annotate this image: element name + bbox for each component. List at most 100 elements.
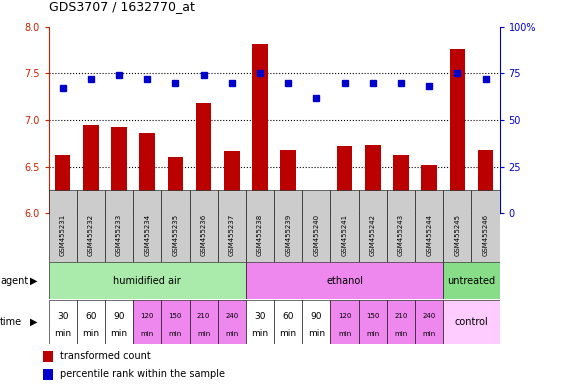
Bar	[196, 103, 211, 213]
Text: GSM455232: GSM455232	[88, 214, 94, 256]
Text: min: min	[110, 329, 127, 338]
Bar	[83, 125, 99, 213]
Text: GSM455242: GSM455242	[370, 214, 376, 256]
Bar	[55, 156, 70, 213]
Text: min: min	[308, 329, 325, 338]
Text: min: min	[197, 331, 210, 337]
Text: 150: 150	[168, 313, 182, 319]
Bar	[359, 190, 387, 262]
Text: GSM455236: GSM455236	[200, 214, 207, 256]
Bar	[49, 262, 246, 299]
Bar	[331, 300, 359, 344]
Bar	[472, 190, 500, 262]
Text: 120: 120	[338, 313, 351, 319]
Text: GSM455237: GSM455237	[229, 214, 235, 256]
Bar	[111, 126, 127, 213]
Bar	[218, 300, 246, 344]
Text: GSM455239: GSM455239	[285, 214, 291, 256]
Bar	[224, 151, 240, 213]
Bar	[478, 150, 493, 213]
Text: 120: 120	[140, 313, 154, 319]
Text: min: min	[54, 329, 71, 338]
Bar	[77, 300, 105, 344]
Bar	[443, 190, 472, 262]
Text: min: min	[338, 331, 351, 337]
Text: GSM455235: GSM455235	[172, 214, 178, 256]
Bar	[274, 190, 302, 262]
Text: time: time	[0, 316, 22, 327]
Bar	[246, 190, 274, 262]
Bar	[421, 165, 437, 213]
Text: ▶: ▶	[30, 275, 38, 286]
Bar	[139, 133, 155, 213]
Text: min: min	[169, 331, 182, 337]
Text: 60: 60	[283, 312, 294, 321]
Bar	[274, 300, 302, 344]
Bar	[49, 300, 77, 344]
Text: GSM455241: GSM455241	[341, 214, 348, 256]
Bar	[302, 190, 331, 262]
Bar	[133, 300, 162, 344]
Text: untreated: untreated	[447, 275, 496, 286]
Text: min: min	[395, 331, 408, 337]
Text: GSM455245: GSM455245	[455, 214, 460, 256]
Text: min: min	[140, 331, 154, 337]
Bar	[449, 49, 465, 213]
Bar	[43, 369, 53, 380]
Bar	[443, 262, 500, 299]
Text: min: min	[423, 331, 436, 337]
Text: min: min	[251, 329, 268, 338]
Text: GSM455234: GSM455234	[144, 214, 150, 256]
Bar	[443, 300, 500, 344]
Text: min: min	[82, 329, 99, 338]
Text: 210: 210	[394, 313, 408, 319]
Text: transformed count: transformed count	[60, 351, 151, 361]
Text: 90: 90	[113, 312, 125, 321]
Bar	[162, 190, 190, 262]
Bar	[246, 300, 274, 344]
Bar	[252, 44, 268, 213]
Bar	[218, 190, 246, 262]
Bar	[190, 300, 218, 344]
Text: 210: 210	[197, 313, 210, 319]
Text: min: min	[225, 331, 239, 337]
Text: GSM455238: GSM455238	[257, 214, 263, 256]
Text: 30: 30	[57, 312, 69, 321]
Text: 240: 240	[423, 313, 436, 319]
Bar	[280, 150, 296, 213]
Text: agent: agent	[0, 275, 28, 286]
Text: ▶: ▶	[30, 316, 38, 327]
Text: ethanol: ethanol	[326, 275, 363, 286]
Text: GSM455243: GSM455243	[398, 214, 404, 256]
Text: GSM455231: GSM455231	[59, 214, 66, 256]
Bar	[168, 157, 183, 213]
Text: percentile rank within the sample: percentile rank within the sample	[60, 369, 225, 379]
Bar	[49, 190, 77, 262]
Bar	[415, 190, 443, 262]
Bar	[162, 300, 190, 344]
Bar	[302, 300, 331, 344]
Bar	[133, 190, 162, 262]
Text: GSM455233: GSM455233	[116, 214, 122, 256]
Text: GSM455240: GSM455240	[313, 214, 319, 256]
Text: GSM455244: GSM455244	[426, 214, 432, 256]
Bar	[393, 156, 409, 213]
Bar	[77, 190, 105, 262]
Text: 150: 150	[366, 313, 380, 319]
Bar	[331, 190, 359, 262]
Text: min: min	[280, 329, 297, 338]
Bar	[105, 300, 133, 344]
Bar	[308, 211, 324, 213]
Text: 90: 90	[311, 312, 322, 321]
Bar	[359, 300, 387, 344]
Bar	[246, 262, 443, 299]
Bar	[43, 351, 53, 362]
Text: GSM455246: GSM455246	[482, 214, 489, 256]
Text: min: min	[366, 331, 379, 337]
Text: 240: 240	[225, 313, 239, 319]
Text: humidified air: humidified air	[113, 275, 181, 286]
Text: 30: 30	[254, 312, 266, 321]
Bar	[387, 190, 415, 262]
Text: GDS3707 / 1632770_at: GDS3707 / 1632770_at	[49, 0, 194, 13]
Bar	[415, 300, 443, 344]
